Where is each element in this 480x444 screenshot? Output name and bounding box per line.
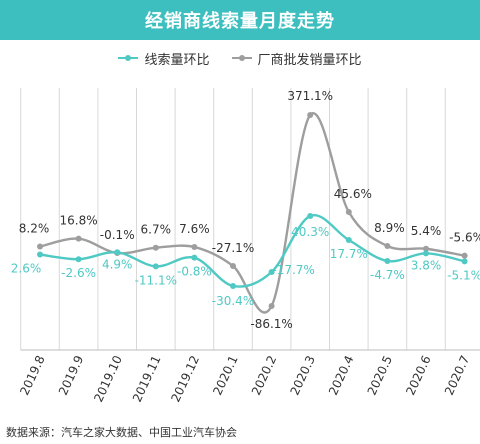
x-tick-label: 2020.6 bbox=[403, 353, 433, 397]
series1-data-label: -5.1% bbox=[447, 268, 480, 282]
series2-data-label: 8.9% bbox=[374, 221, 405, 235]
series2-point bbox=[230, 263, 236, 269]
series1-point bbox=[114, 249, 121, 256]
series2-point bbox=[384, 243, 391, 249]
legend-item-series2: 厂商批发销量环比 bbox=[231, 49, 362, 68]
series1-data-label: 3.8% bbox=[411, 258, 442, 272]
series2-data-label: 6.7% bbox=[141, 223, 172, 237]
series2-data-label: 371.1% bbox=[287, 89, 333, 103]
series1-data-label: -2.6% bbox=[61, 266, 96, 280]
series2-data-label: -5.6% bbox=[449, 231, 480, 245]
series2-data-label: 5.4% bbox=[411, 224, 442, 238]
series1-data-label: 40.3% bbox=[291, 225, 329, 239]
x-tick-label: 2020.1 bbox=[210, 353, 240, 397]
series2-point bbox=[461, 252, 468, 259]
series1-point bbox=[345, 237, 352, 243]
series1-point bbox=[230, 283, 236, 289]
legend-item-series1: 线索量环比 bbox=[118, 49, 210, 68]
series1-data-label: 2.6% bbox=[11, 262, 42, 276]
series1-point bbox=[268, 269, 275, 275]
series1-point bbox=[37, 251, 43, 258]
x-tick-label: 2020.2 bbox=[249, 353, 279, 397]
legend-swatch-series1 bbox=[118, 55, 139, 61]
source-note: 数据来源：汽车之家大数据、中国工业汽车协会 bbox=[6, 426, 237, 439]
legend-swatch-series2 bbox=[231, 55, 252, 61]
series1-point bbox=[384, 257, 391, 264]
series2-point bbox=[191, 244, 198, 251]
x-tick-label: 2019.10 bbox=[91, 353, 125, 404]
series2-data-label: -0.1% bbox=[100, 228, 135, 242]
series2-point bbox=[152, 244, 159, 251]
series2-data-label: -86.1% bbox=[250, 317, 292, 331]
x-tick-label: 2019.9 bbox=[56, 353, 86, 397]
legend-label-series1: 线索量环比 bbox=[144, 52, 210, 68]
series2-point bbox=[345, 209, 352, 215]
series2-point bbox=[268, 303, 275, 309]
series2-point bbox=[75, 235, 82, 242]
series2-point bbox=[37, 243, 43, 250]
series1-data-label: -30.4% bbox=[212, 294, 254, 308]
series2-data-label: 45.6% bbox=[334, 187, 372, 201]
series2-data-label: 8.2% bbox=[19, 222, 50, 236]
series1-point bbox=[75, 256, 82, 263]
x-tick-label: 2019.11 bbox=[130, 353, 164, 404]
series1-point bbox=[191, 254, 198, 261]
series1-point bbox=[307, 213, 314, 219]
series2-data-label: 7.6% bbox=[179, 222, 210, 236]
series1-data-label: 4.9% bbox=[102, 257, 133, 271]
x-tick-label: 2020.3 bbox=[287, 353, 317, 397]
x-tick-label: 2019.8 bbox=[17, 353, 47, 397]
series1-data-label: -11.1% bbox=[135, 273, 177, 287]
series2-data-label: 16.8% bbox=[60, 214, 98, 228]
series1-data-label: -17.7% bbox=[272, 263, 314, 277]
series1-data-label: -4.7% bbox=[370, 268, 405, 282]
series2-point bbox=[307, 112, 314, 118]
chart-title: 经销商线索量月度走势 bbox=[0, 0, 480, 40]
series2-data-label: -27.1% bbox=[212, 241, 254, 255]
x-tick-label: 2019.12 bbox=[168, 353, 202, 404]
series2-point bbox=[423, 245, 429, 252]
legend-label-series2: 厂商批发销量环比 bbox=[257, 52, 362, 68]
series1-point bbox=[423, 250, 429, 257]
x-tick-label: 2020.4 bbox=[326, 353, 356, 397]
x-tick-label: 2020.7 bbox=[442, 353, 472, 397]
series1-point bbox=[152, 263, 159, 270]
legend: 线索量环比 厂商批发销量环比 bbox=[0, 48, 480, 68]
series1-point bbox=[461, 258, 468, 265]
series1-data-label: -0.8% bbox=[177, 265, 212, 279]
x-tick-label: 2020.5 bbox=[365, 353, 395, 397]
series1-data-label: 17.7% bbox=[330, 247, 368, 261]
